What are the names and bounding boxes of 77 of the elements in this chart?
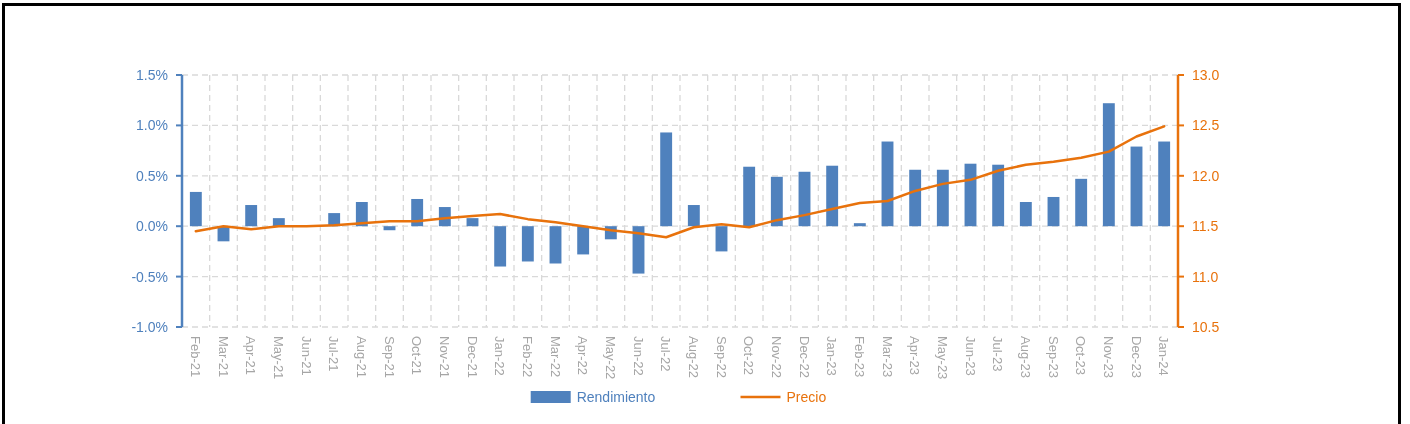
- x-tick-label: May-23: [934, 336, 950, 380]
- x-tick-label: Aug-23: [1017, 336, 1033, 378]
- x-tick-label: Dec-21: [464, 336, 480, 378]
- x-tick-label: Feb-21: [187, 336, 203, 378]
- bar: [383, 226, 396, 231]
- x-tick-label: Jan-23: [824, 336, 840, 376]
- y-tick-label: 1.0%: [136, 117, 168, 134]
- x-tick-label: Mar-23: [879, 336, 895, 378]
- y-tick-label: 0.5%: [136, 167, 168, 184]
- bar: [992, 164, 1005, 227]
- bar: [853, 223, 866, 227]
- x-tick-label: Jul-22: [658, 336, 674, 372]
- x-tick-label: Feb-22: [519, 336, 535, 378]
- bar: [521, 226, 534, 262]
- x-tick-label: May-22: [602, 336, 618, 380]
- y2-tick-label: 12.0: [1192, 167, 1220, 184]
- x-tick-label: Apr-22: [575, 336, 591, 376]
- x-tick-label: Oct-23: [1073, 336, 1089, 376]
- bar: [494, 226, 507, 267]
- x-tick-label: Apr-21: [243, 336, 259, 376]
- x-tick-label: Nov-21: [436, 336, 452, 378]
- bar: [660, 132, 673, 227]
- y-tick-label: 1.5%: [136, 66, 168, 83]
- x-tick-label: Jan-22: [492, 336, 508, 376]
- x-tick-label: Jul-21: [326, 336, 342, 372]
- bar: [245, 205, 258, 227]
- x-tick-label: Nov-22: [768, 336, 784, 378]
- x-tick-label: Dec-22: [796, 336, 812, 378]
- y2-tick-label: 10.5: [1192, 318, 1220, 335]
- x-tick-label: Mar-21: [215, 336, 231, 378]
- bar: [687, 205, 700, 227]
- x-tick-label: Jul-23: [990, 336, 1006, 372]
- x-tick-label: Nov-23: [1100, 336, 1116, 378]
- y-tick-label: -0.5%: [131, 268, 168, 285]
- y-tick-label: -1.0%: [131, 318, 168, 335]
- bar: [1130, 146, 1143, 227]
- y2-tick-label: 11.5: [1192, 218, 1219, 235]
- x-tick-label: Jun-22: [630, 336, 646, 376]
- x-tick-label: Sep-23: [1045, 336, 1061, 378]
- bar: [715, 226, 728, 252]
- y2-tick-label: 12.5: [1192, 117, 1220, 134]
- x-tick-label: Sep-22: [713, 336, 729, 378]
- x-tick-label: May-21: [270, 336, 286, 380]
- x-tick-label: Apr-23: [907, 336, 923, 376]
- bar: [1158, 141, 1171, 227]
- bar: [577, 226, 590, 255]
- bar: [1075, 178, 1088, 227]
- y2-tick-label: 11.0: [1192, 268, 1219, 285]
- bar: [826, 165, 839, 227]
- y2-tick-label: 13.0: [1192, 66, 1220, 83]
- x-tick-label: Oct-21: [409, 336, 425, 376]
- bar: [355, 202, 368, 227]
- bar: [936, 169, 949, 227]
- legend-label: Rendimiento: [576, 388, 656, 405]
- x-tick-label: Feb-23: [851, 336, 867, 378]
- x-tick-label: Jun-23: [962, 336, 978, 376]
- x-tick-label: Jun-21: [298, 336, 314, 376]
- bar: [1047, 196, 1060, 227]
- bar: [1019, 202, 1032, 227]
- bar: [770, 176, 783, 227]
- bar: [743, 166, 756, 227]
- x-tick-label: Aug-22: [685, 336, 701, 378]
- line-series: [194, 125, 1166, 239]
- bar: [189, 191, 202, 227]
- y-tick-label: 0.0%: [136, 218, 168, 235]
- x-tick-label: Oct-22: [741, 336, 757, 376]
- x-tick-label: Jan-24: [1156, 336, 1172, 376]
- x-tick-label: Dec-23: [1128, 336, 1144, 378]
- bar: [549, 226, 562, 264]
- x-tick-label: Mar-22: [547, 336, 563, 378]
- legend-label: Precio: [786, 388, 827, 405]
- bar: [411, 198, 424, 227]
- bar: [909, 169, 922, 227]
- x-tick-label: Sep-21: [381, 336, 397, 378]
- x-tick-label: Aug-21: [353, 336, 369, 378]
- bar: [1102, 103, 1115, 227]
- bar: [466, 218, 479, 227]
